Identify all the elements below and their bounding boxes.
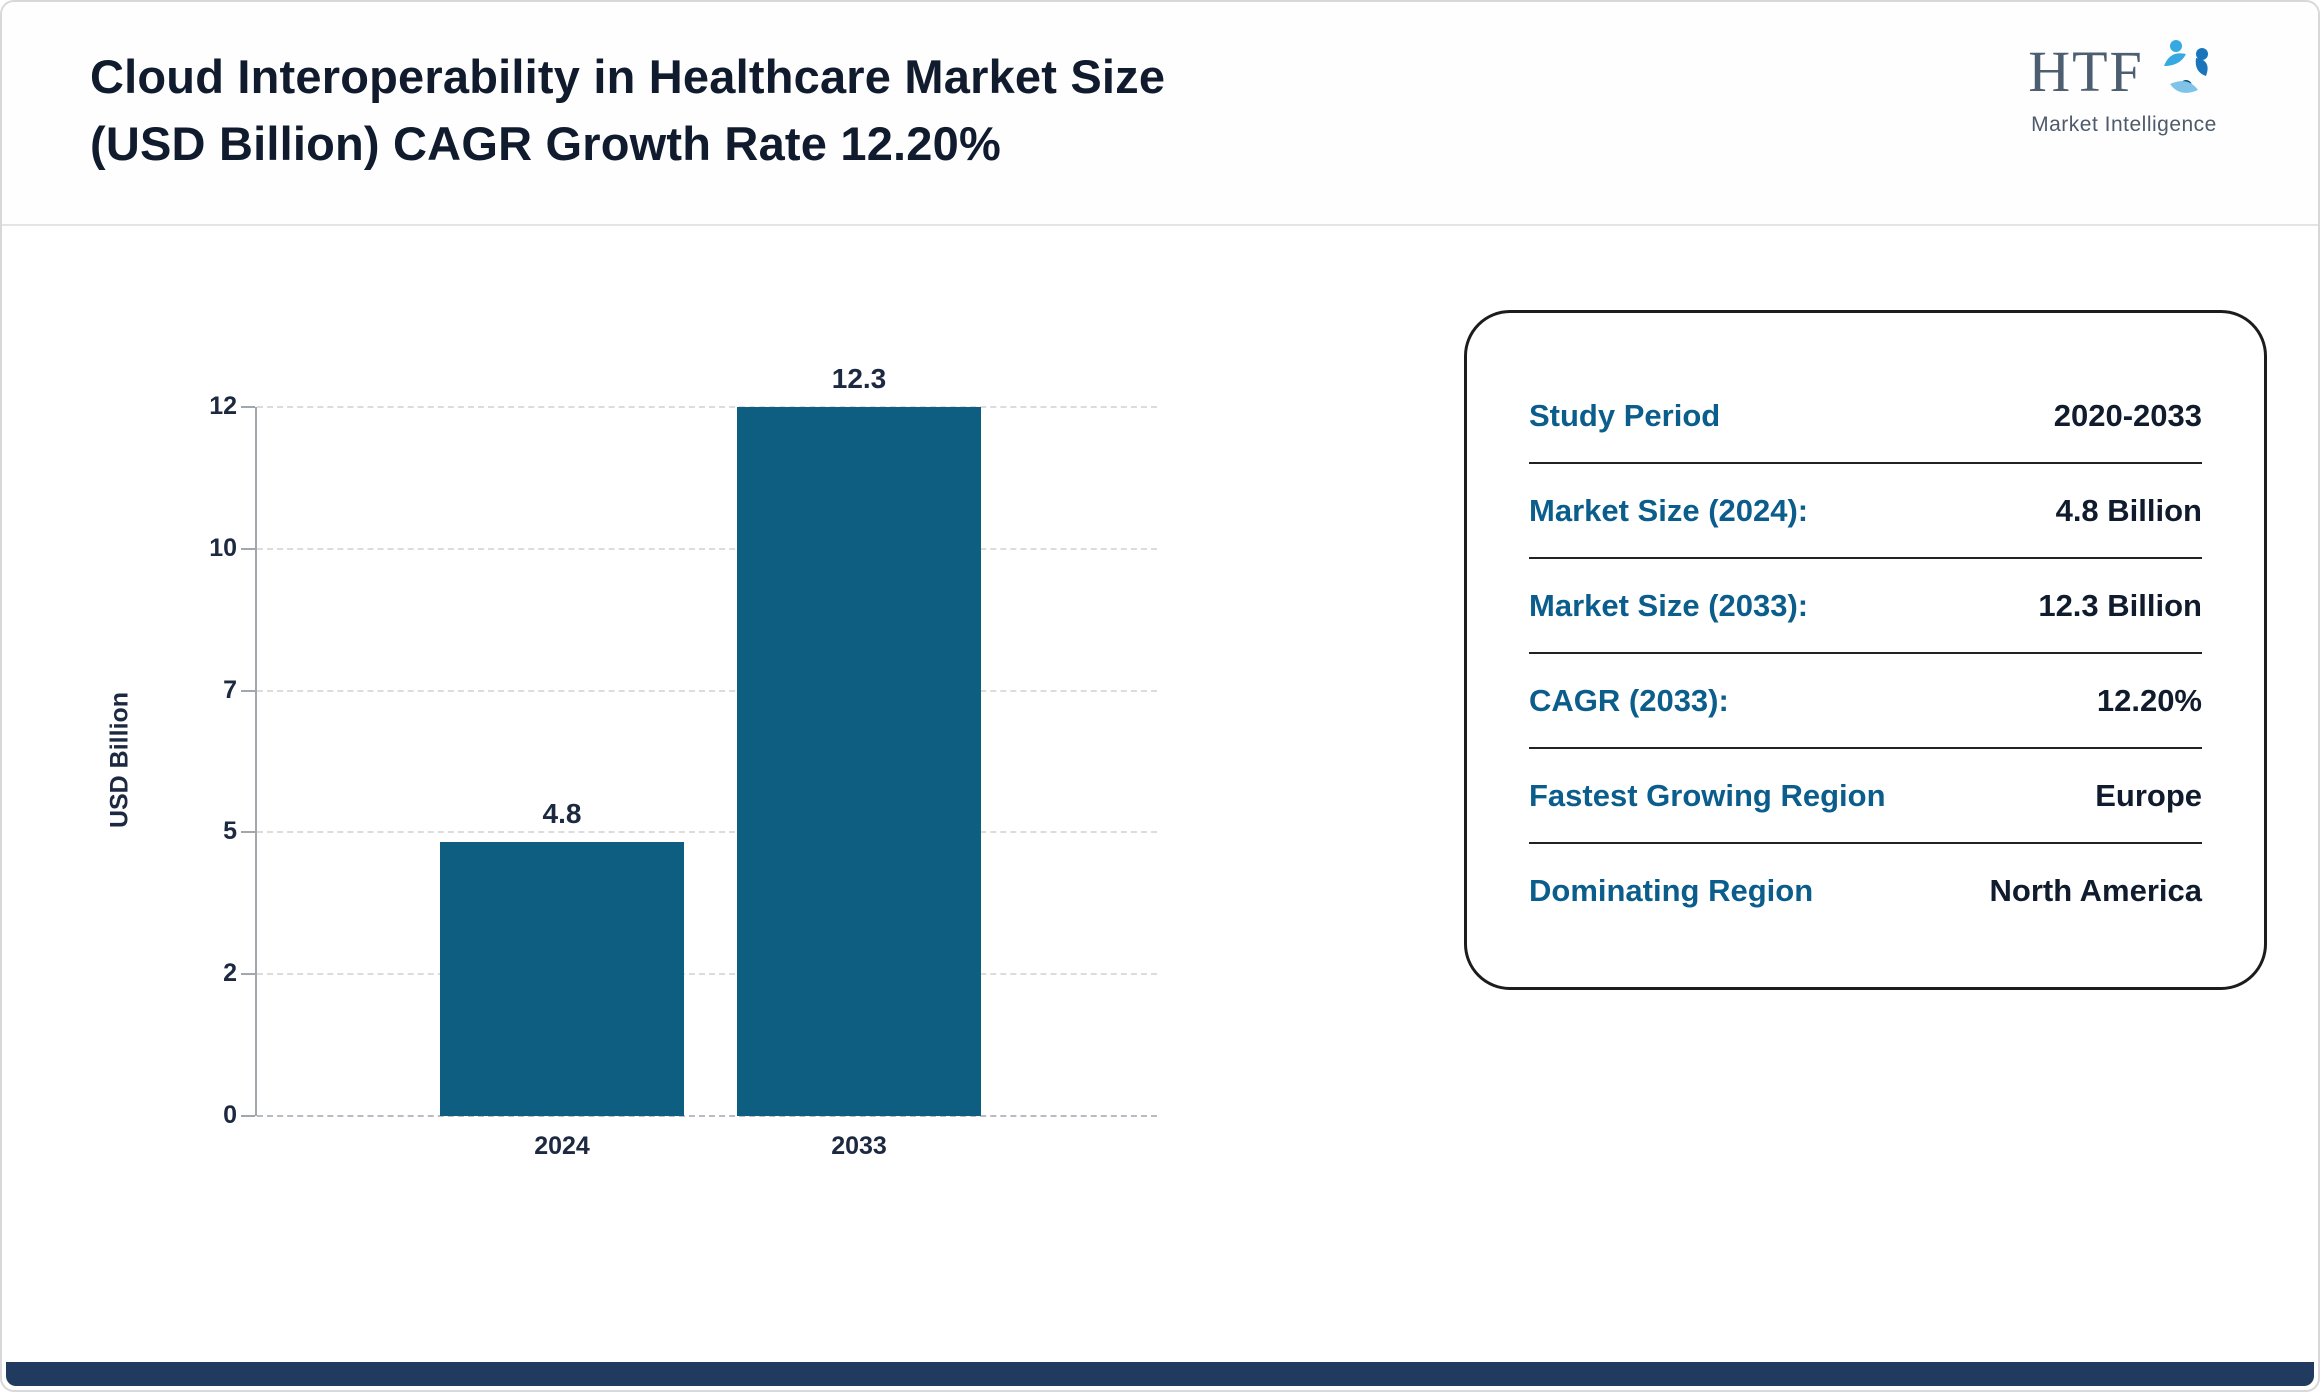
y-tick-mark bbox=[241, 547, 255, 550]
x-tick-label: 2024 bbox=[534, 1132, 590, 1160]
y-axis-title: USD Billion bbox=[105, 691, 134, 829]
card-row-label: Dominating Region bbox=[1529, 872, 1814, 908]
y-tick-label: 0 bbox=[223, 1101, 237, 1129]
card-row-fastest-growing-region: Fastest Growing Region Europe bbox=[1529, 749, 2202, 844]
gridline-y-12 bbox=[257, 406, 1157, 408]
y-axis-line bbox=[255, 407, 257, 1116]
bar-2033 bbox=[737, 407, 981, 1116]
card-row-label: Fastest Growing Region bbox=[1529, 777, 1886, 813]
card-row-label: Study Period bbox=[1529, 397, 1721, 433]
y-tick-label: 10 bbox=[209, 533, 237, 562]
card-row-value: 12.20% bbox=[2096, 682, 2202, 718]
bar-value-label: 12.3 bbox=[831, 363, 887, 394]
gridline-y-5 bbox=[257, 831, 1157, 834]
page-title-line2: (USD Billion) CAGR Growth Rate 12.20% bbox=[90, 116, 1001, 170]
card-row-label: Market Size (2024): bbox=[1529, 492, 1809, 528]
card-row-value: 2020-2033 bbox=[2053, 397, 2202, 433]
page-title: Cloud Interoperability in Healthcare Mar… bbox=[90, 44, 1165, 177]
gridline-y-2 bbox=[257, 973, 1157, 976]
card-row-label: Market Size (2033): bbox=[1529, 587, 1809, 623]
y-tick-mark bbox=[241, 973, 255, 976]
people-swirl-icon bbox=[2146, 32, 2220, 111]
card-row-dominating-region: Dominating Region North America bbox=[1529, 844, 2202, 937]
gridline-y-7 bbox=[257, 689, 1157, 692]
card-row-market-size-2024: Market Size (2024): 4.8 Billion bbox=[1529, 464, 2202, 559]
gridline-y-0 bbox=[257, 1115, 1157, 1117]
bar-2024 bbox=[440, 841, 684, 1116]
x-tick-label: 2033 bbox=[831, 1132, 887, 1160]
card-row-cagr: CAGR (2033): 12.20% bbox=[1529, 654, 2202, 749]
gridline-y-10 bbox=[257, 547, 1157, 550]
y-tick-label: 12 bbox=[209, 392, 237, 420]
y-tick-label: 5 bbox=[223, 817, 237, 846]
y-tick-label: 7 bbox=[223, 675, 237, 704]
y-tick-mark bbox=[241, 1115, 255, 1117]
card-row-market-size-2033: Market Size (2033): 12.3 Billion bbox=[1529, 559, 2202, 654]
bar-chart-plot-area: 0 2 5 7 10 12 4.8 2024 12.3 2033 bbox=[209, 363, 1157, 1160]
bar-value-label: 4.8 bbox=[542, 797, 582, 829]
card-row-value: Europe bbox=[2095, 777, 2202, 813]
header: Cloud Interoperability in Healthcare Mar… bbox=[2, 2, 2318, 226]
y-tick-mark bbox=[241, 689, 255, 692]
card-row-value: 12.3 Billion bbox=[2038, 587, 2202, 623]
card-row-value: 4.8 Billion bbox=[2055, 492, 2202, 528]
card-row-study-period: Study Period 2020-2033 bbox=[1529, 369, 2202, 464]
logo-subtext: Market Intelligence bbox=[2031, 113, 2217, 136]
y-tick-mark bbox=[241, 831, 255, 834]
card-row-label: CAGR (2033): bbox=[1529, 682, 1729, 718]
page-title-line1: Cloud Interoperability in Healthcare Mar… bbox=[90, 50, 1166, 103]
footer-accent-bar bbox=[6, 1362, 2314, 1386]
y-tick-mark bbox=[241, 406, 255, 408]
card-row-value: North America bbox=[1989, 872, 2202, 908]
market-summary-card: Study Period 2020-2033 Market Size (2024… bbox=[1464, 310, 2267, 990]
y-tick-label: 2 bbox=[223, 959, 237, 988]
logo-text: HTF bbox=[2028, 39, 2144, 104]
brand-logo: HTF Market Intelligence bbox=[1994, 32, 2254, 137]
